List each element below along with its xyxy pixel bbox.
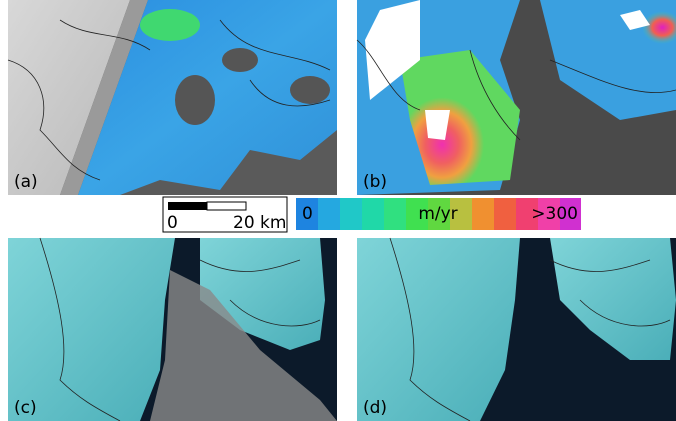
- scale-bar: 0 20 km: [163, 197, 287, 233]
- panel-label: (d): [363, 398, 387, 418]
- colorbar-max: >300: [531, 204, 578, 224]
- panel-label: (c): [14, 398, 37, 418]
- colorbar-unit: m/yr: [418, 204, 457, 224]
- fast-flow: [540, 0, 676, 110]
- data-gap: [175, 75, 215, 125]
- panel-c: (c): [8, 238, 337, 421]
- colorbar-min: 0: [302, 204, 313, 224]
- data-gap: [290, 76, 330, 104]
- colorbar-segment: [472, 198, 494, 230]
- ice-sheet: [8, 238, 175, 421]
- figure: (a) (b) 0 20 km 0 m/yr: [0, 0, 676, 421]
- panel-a: (a): [8, 0, 337, 195]
- scale-start: 0: [167, 213, 178, 233]
- colorbar-segment: [362, 198, 384, 230]
- velocity-patch: [140, 9, 200, 41]
- colorbar-segment: [384, 198, 406, 230]
- scale-segment: [207, 202, 246, 210]
- scale-end: 20 km: [233, 213, 286, 233]
- panel-d: (d): [357, 238, 676, 421]
- colorbar-segment: [318, 198, 340, 230]
- panel-b: (b): [357, 0, 676, 195]
- panel-label: (b): [363, 172, 387, 192]
- colorbar-segment: [494, 198, 516, 230]
- panel-label: (a): [14, 172, 38, 192]
- colorbar: 0 m/yr >300: [296, 198, 581, 230]
- page: (a) (b) 0 20 km 0 m/yr: [0, 0, 676, 421]
- colorbar-segment: [340, 198, 362, 230]
- data-gap: [222, 48, 258, 72]
- scale-segment: [168, 202, 207, 210]
